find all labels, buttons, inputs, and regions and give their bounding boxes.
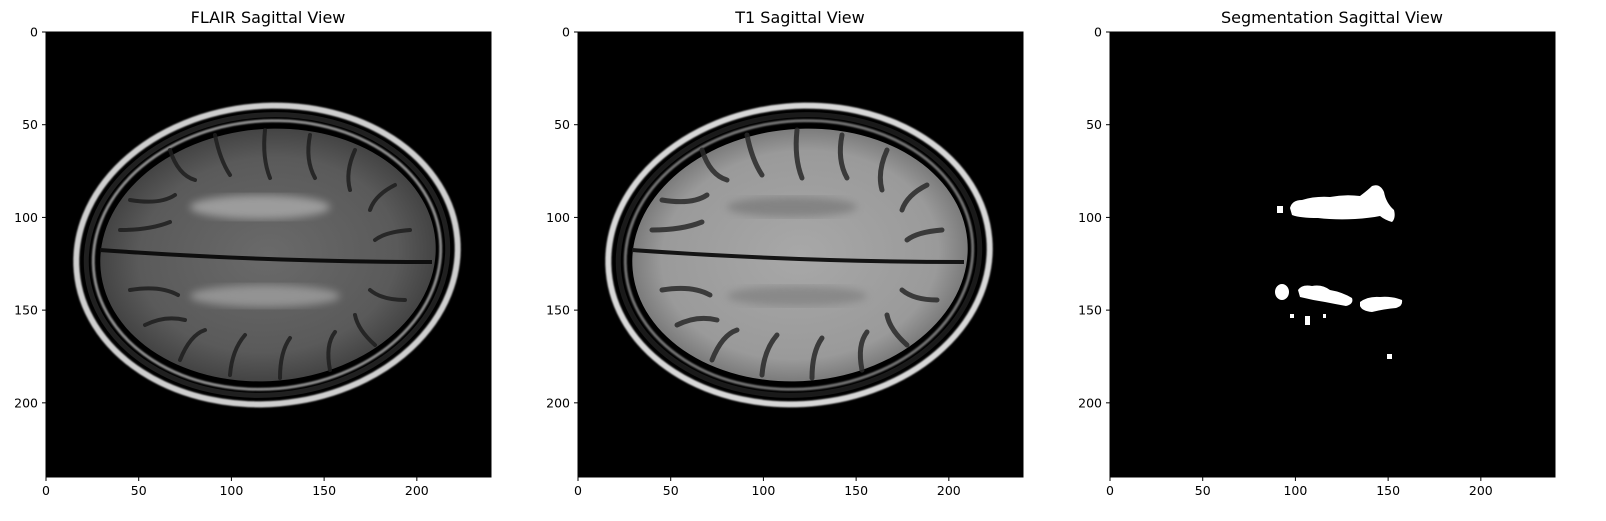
y-tick-label: 200	[546, 395, 570, 410]
axes-frame	[1109, 31, 1556, 478]
x-tick-label: 200	[1469, 483, 1493, 498]
x-tick-label: 200	[405, 483, 429, 498]
axes-flair: 0 50 100 150 200 0 50 100 150 200	[14, 25, 492, 498]
y-tick-label: 100	[546, 210, 570, 225]
y-tick-label: 50	[554, 117, 570, 132]
mri-t1-image	[605, 102, 993, 408]
segmentation-mask	[1275, 185, 1403, 359]
image-area	[1110, 32, 1555, 477]
axes-layer: 0 50 100 150 200 0 50 100 150 200 0 50 100 150 200 0 50 1…	[14, 25, 1556, 498]
x-tick-label: 0	[1106, 483, 1114, 498]
axes-frame	[45, 31, 492, 478]
x-tick-label: 100	[751, 483, 775, 498]
y-tick-label: 0	[1094, 25, 1102, 40]
x-tick-label: 150	[1376, 483, 1400, 498]
axes-frame	[577, 31, 1024, 478]
y-tick-label: 0	[562, 25, 570, 40]
y-tick-label: 200	[14, 395, 38, 410]
y-tick-label: 150	[1078, 303, 1102, 318]
y-tick-label: 100	[14, 210, 38, 225]
y-tick-label: 200	[1078, 395, 1102, 410]
x-tick-label: 0	[42, 483, 50, 498]
y-tick-label: 50	[22, 117, 38, 132]
y-tick-label: 100	[1078, 210, 1102, 225]
panel-title: T1 Sagittal View	[734, 8, 864, 27]
x-tick-label: 50	[131, 483, 147, 498]
mri-flair-image	[73, 102, 461, 408]
panel-flair: FLAIR Sagittal View	[46, 8, 491, 477]
axes-t1: 0 50 100 150 200 0 50 100 150 200	[546, 25, 1024, 498]
panel-title: Segmentation Sagittal View	[1221, 8, 1443, 27]
x-tick-label: 150	[312, 483, 336, 498]
x-tick-label: 100	[1283, 483, 1307, 498]
panel-segmentation: Segmentation Sagittal View	[1110, 8, 1555, 477]
axes-seg: 0 50 100 150 200 0 50 100 150 200	[1078, 25, 1556, 498]
y-tick-label: 0	[30, 25, 38, 40]
y-tick-label: 150	[546, 303, 570, 318]
x-tick-label: 50	[663, 483, 679, 498]
x-tick-label: 0	[574, 483, 582, 498]
y-tick-label: 150	[14, 303, 38, 318]
x-tick-label: 50	[1195, 483, 1211, 498]
panel-title: FLAIR Sagittal View	[191, 8, 346, 27]
x-tick-label: 200	[937, 483, 961, 498]
x-tick-label: 150	[844, 483, 868, 498]
y-tick-label: 50	[1086, 117, 1102, 132]
panel-t1: T1 Sagittal View	[578, 8, 1023, 477]
x-tick-label: 100	[219, 483, 243, 498]
